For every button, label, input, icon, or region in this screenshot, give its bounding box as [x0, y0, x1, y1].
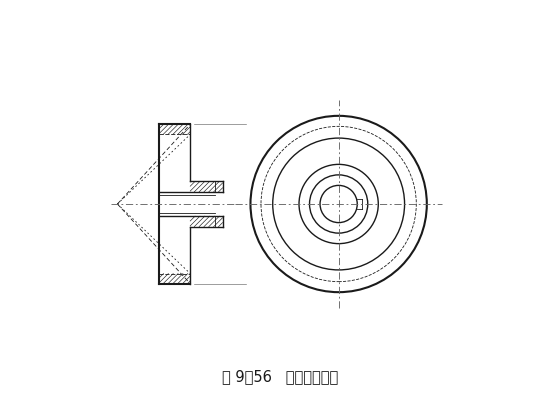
Text: 图 9－56   圆锥齿轮画法: 图 9－56 圆锥齿轮画法 — [222, 369, 338, 384]
